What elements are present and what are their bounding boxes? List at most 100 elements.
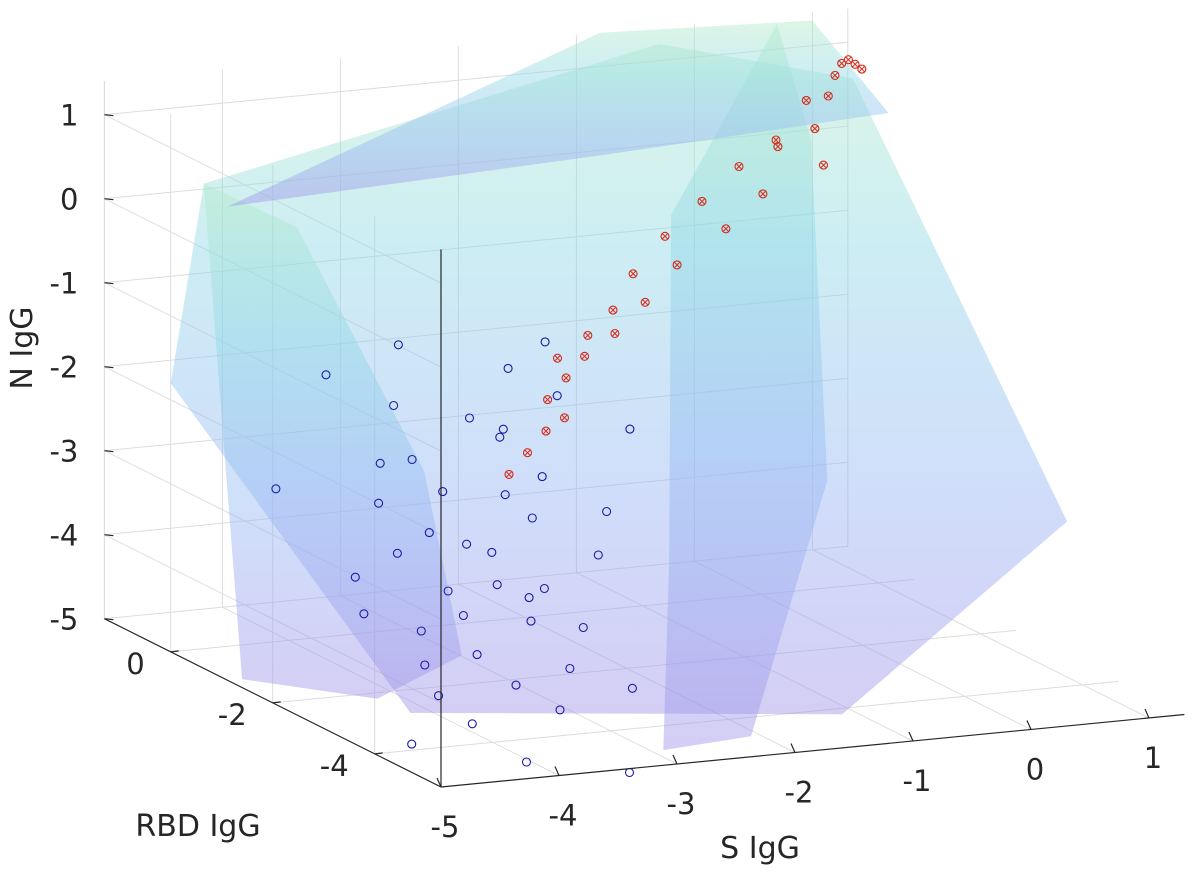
- z-tick-label: -4: [49, 519, 78, 553]
- positive-point-ring: [552, 353, 563, 363]
- x-tick-mark: [1144, 708, 1150, 719]
- positive-point-cross: [581, 353, 588, 360]
- positive-point-ring: [810, 124, 820, 134]
- negative-point: [407, 739, 417, 749]
- z-tick-label: -3: [49, 435, 78, 469]
- positive-point-ring: [628, 269, 638, 279]
- positive-point-ring: [660, 231, 670, 241]
- y-tick-label: 0: [126, 647, 144, 681]
- z-tick-mark: [104, 282, 114, 285]
- positive-point-ring: [857, 64, 867, 74]
- negative-point: [458, 610, 468, 621]
- positive-point-ring: [610, 328, 620, 339]
- z-tick-label: -5: [49, 603, 78, 637]
- positive-point: [823, 91, 833, 101]
- positive-point: [697, 196, 707, 206]
- negative-point: [462, 539, 472, 549]
- positive-point-cross: [722, 225, 729, 232]
- z-axis-label: N IgG: [5, 306, 40, 389]
- positive-point-cross: [773, 137, 779, 143]
- positive-point-ring: [672, 260, 682, 270]
- positive-point: [721, 224, 731, 234]
- positive-point: [758, 189, 768, 199]
- negative-point: [350, 572, 360, 582]
- negative-point: [498, 424, 508, 434]
- x-tick-label: -2: [785, 776, 814, 810]
- negative-point: [526, 616, 536, 626]
- positive-point: [640, 297, 650, 307]
- negative-point: [500, 490, 510, 500]
- positive-point: [857, 64, 867, 74]
- negative-point: [321, 370, 331, 380]
- z-tick-mark: [104, 114, 114, 117]
- negative-point: [539, 583, 549, 594]
- negative-point: [540, 337, 550, 347]
- positive-point: [843, 55, 853, 65]
- negative-point: [271, 484, 281, 494]
- negative-point: [487, 547, 497, 557]
- positive-point-ring: [640, 297, 650, 307]
- positive-point-ring: [583, 330, 593, 340]
- positive-point-cross: [825, 93, 832, 99]
- positive-point-cross: [630, 270, 637, 277]
- positive-point-cross: [544, 396, 551, 403]
- positive-point: [850, 59, 860, 69]
- positive-point-ring: [522, 448, 533, 458]
- positive-point-cross: [543, 428, 549, 435]
- z-tick-mark: [104, 450, 114, 453]
- x-tick-label: 1: [1144, 741, 1162, 775]
- negative-point: [521, 757, 532, 767]
- negative-point: [424, 528, 434, 538]
- z-tick-mark: [104, 534, 114, 537]
- positive-point-cross: [838, 60, 845, 67]
- x-tick-mark: [554, 766, 560, 776]
- decision-surface: [170, 20, 1068, 751]
- negative-point: [602, 506, 612, 517]
- negative-point: [467, 719, 477, 729]
- positive-point-ring: [580, 351, 590, 361]
- positive-point-cross: [642, 299, 649, 306]
- negative-point: [495, 432, 505, 442]
- y-axis-label: RBD IgG: [135, 809, 260, 844]
- positive-series: [504, 55, 867, 479]
- positive-point-ring: [850, 59, 860, 69]
- x-tick-label: 0: [1026, 753, 1044, 787]
- positive-point-ring: [541, 426, 551, 436]
- positive-point: [561, 373, 571, 383]
- negative-point: [503, 363, 513, 373]
- negative-point: [472, 650, 482, 660]
- positive-point-ring: [734, 161, 744, 172]
- y-tick-label: -2: [218, 698, 247, 732]
- negative-point: [537, 472, 547, 482]
- negative-point: [392, 548, 402, 558]
- positive-point: [734, 161, 744, 172]
- positive-point: [543, 395, 553, 405]
- x-tick-label: -1: [903, 764, 932, 798]
- positive-point: [801, 95, 811, 105]
- y-tick-label: -4: [320, 749, 349, 783]
- negative-point: [565, 663, 575, 674]
- negative-point: [438, 487, 448, 497]
- z-tick-label: -2: [49, 351, 78, 385]
- y-tick-mark: [374, 752, 383, 755]
- z-tick-label: 1: [60, 99, 78, 133]
- surface-fold-left: [203, 183, 462, 699]
- positive-point-cross: [774, 143, 781, 150]
- positive-point-ring: [697, 196, 707, 206]
- positive-point-cross: [554, 355, 561, 362]
- positive-point-ring: [823, 91, 833, 101]
- negative-point: [624, 767, 635, 778]
- positive-point: [583, 330, 593, 340]
- z-tick-label: -1: [49, 267, 78, 301]
- positive-point-cross: [674, 261, 681, 268]
- negative-point: [359, 609, 369, 619]
- positive-point-ring: [843, 55, 853, 65]
- z-tick-label: 0: [60, 183, 78, 217]
- positive-point-cross: [759, 190, 766, 197]
- positive-point: [608, 305, 618, 315]
- negative-point: [524, 593, 534, 603]
- positive-point-ring: [801, 95, 811, 105]
- positive-point: [771, 135, 781, 145]
- positive-point-cross: [845, 56, 852, 63]
- positive-point-ring: [758, 189, 768, 199]
